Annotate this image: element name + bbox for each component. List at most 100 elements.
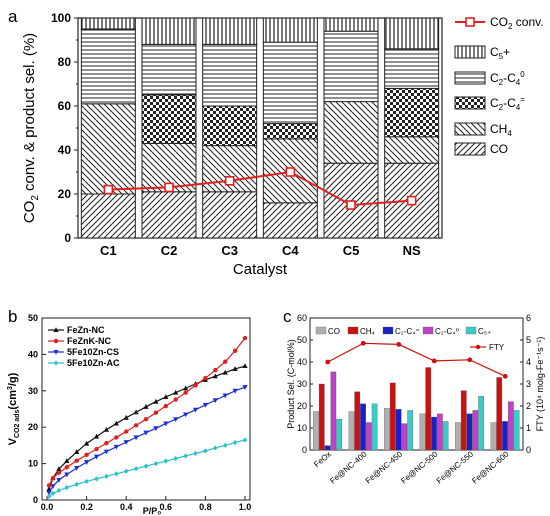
series-point (93, 433, 100, 439)
series-point (212, 373, 218, 379)
y-tick-label-b: 20 (28, 422, 38, 432)
legend-fty-marker (475, 344, 481, 350)
series-point (53, 350, 59, 355)
series-point (153, 461, 159, 467)
series-point (183, 390, 188, 395)
series-point (64, 485, 69, 491)
series-point (46, 493, 52, 499)
series-point (64, 465, 70, 470)
legend-label-b: FeZnK-NC (67, 336, 111, 346)
series-point (183, 453, 188, 459)
series-point (133, 423, 139, 428)
bar-segment-diag-fwd (80, 193, 136, 239)
y-tick-label-c: 20 (297, 401, 307, 411)
series-point (124, 429, 129, 434)
bar-series-3 (472, 410, 479, 451)
series-point (143, 416, 149, 422)
series-point (173, 397, 178, 402)
series-point (143, 463, 149, 469)
y-tick-label-c: 60 (297, 313, 307, 323)
x-tick-label-c: FeOx (312, 450, 333, 469)
bar-series-3 (330, 371, 337, 451)
bar-co (490, 422, 497, 451)
series-point (74, 481, 79, 487)
bar-segment-horizontal (202, 43, 258, 107)
series-point (113, 420, 119, 426)
conversion-marker (224, 176, 235, 186)
y-tick-label-c: 10 (297, 423, 307, 433)
bar-series-4 (513, 410, 520, 451)
x-tick-label-a: C5 (343, 243, 360, 258)
series-point (232, 388, 238, 394)
bar-co (313, 411, 319, 451)
series-line (48, 337, 246, 486)
series-point (202, 402, 208, 408)
y-tick-label-a: 0 (64, 231, 71, 245)
series-point (46, 483, 52, 488)
legend-label-a: C5+ (490, 45, 510, 61)
series-point (153, 410, 159, 415)
legend-label-b: 5Fe10Zn-CS (67, 347, 119, 357)
series-point (183, 385, 189, 391)
y-right-tick-label-c: 4 (526, 357, 531, 367)
series-point (104, 441, 109, 446)
series-point (133, 435, 139, 441)
bar-co (348, 411, 355, 451)
bar-series-2 (324, 445, 331, 451)
x-tick-label-b: 0.8 (199, 502, 212, 512)
legend-label-a: CO2 conv. (490, 15, 544, 31)
bar-series-1 (460, 390, 467, 451)
series-point (133, 409, 139, 415)
bar-segment-horizontal (384, 48, 440, 89)
bar-segment-diag-back (80, 103, 136, 195)
legend-label-c: C₂-C₄⁼ (395, 327, 420, 336)
bar-series-4 (442, 421, 449, 451)
x-tick-label-b: 0.4 (120, 502, 133, 512)
x-tick-label-a: C4 (282, 243, 299, 258)
series-point (153, 398, 159, 404)
series-point (232, 366, 238, 371)
series-point (50, 490, 56, 497)
series-line (48, 439, 246, 497)
legend-swatch-vertical (454, 45, 486, 59)
series-point (232, 348, 238, 353)
series-point (104, 473, 109, 479)
series-point (242, 335, 248, 341)
series-point (242, 385, 248, 390)
series-line (48, 386, 246, 494)
bar-segment-horizontal (323, 30, 379, 103)
series-point (74, 458, 79, 463)
series-point (193, 450, 198, 457)
bar-segment-diag-back (384, 136, 440, 164)
bar-segment-vertical (80, 17, 136, 30)
y-axis-label-c: Product Sel. (C-mol%) (286, 339, 296, 429)
x-tick-label-c: Fe@NC-600 (470, 449, 511, 485)
series-point (56, 477, 62, 483)
series-point (84, 452, 89, 458)
series-point (84, 460, 90, 465)
series-point (50, 484, 56, 489)
legend-label-c: C₅₊ (478, 327, 491, 336)
series-point (56, 487, 62, 494)
series-point (94, 446, 99, 452)
series-point (203, 375, 208, 381)
series-point (103, 449, 109, 455)
legend-swatch-c (347, 326, 359, 335)
bar-series-4 (336, 419, 343, 451)
x-tick-label-b: 1.0 (239, 502, 252, 512)
fty-marker (502, 373, 508, 379)
x-tick-label-c: Fe@NC-500 (399, 449, 440, 485)
y-tick-label-b: 40 (28, 349, 38, 359)
series-point (143, 430, 149, 436)
chart-panel-a: a 0 20 40 60 80 100 C1 C2 C3 C4 C5 NS Catalyst CO2 con… (8, 7, 544, 278)
series-point (232, 439, 238, 446)
x-tick-label-b: 0.2 (80, 502, 93, 512)
y-tick-label-a: 60 (58, 99, 72, 113)
bar-segment-checker (141, 94, 197, 144)
series-line (48, 365, 246, 490)
y-tick-label-b: 50 (28, 313, 38, 323)
series-point (53, 327, 59, 332)
legend-swatch-c (315, 326, 327, 335)
bar-series-1 (425, 367, 432, 451)
series-point (183, 412, 189, 418)
